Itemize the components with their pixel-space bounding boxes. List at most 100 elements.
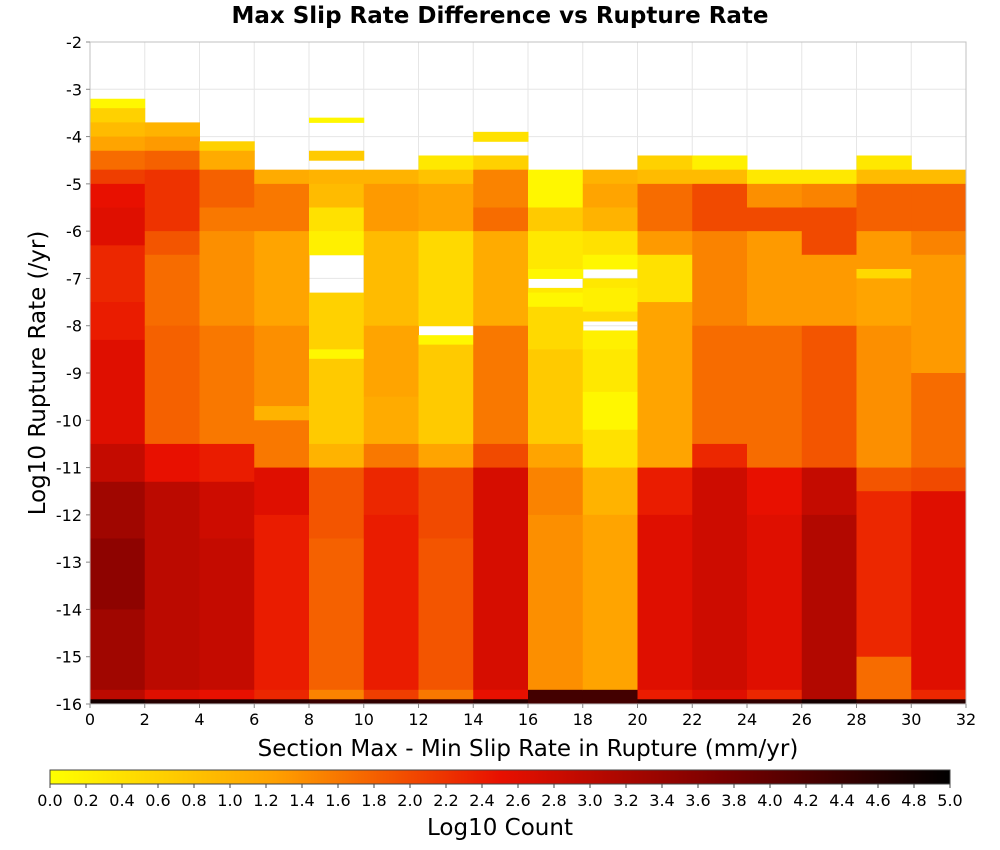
heatmap-cell <box>528 306 584 350</box>
heatmap-cell <box>528 467 584 516</box>
heatmap-cell <box>199 699 255 705</box>
heatmap-cell <box>692 325 748 445</box>
heatmap-cell <box>363 467 419 516</box>
colorbar-tick-label: 5.0 <box>937 791 962 810</box>
heatmap-cell <box>582 287 638 313</box>
y-tick-label: -4 <box>66 128 82 147</box>
heatmap-cell <box>637 302 693 469</box>
colorbar-tick-label: 2.8 <box>541 791 566 810</box>
heatmap-cell <box>582 467 638 516</box>
heatmap-cell <box>582 689 638 705</box>
y-tick-label: -5 <box>66 175 82 194</box>
heatmap-cell <box>144 136 200 152</box>
y-tick-label: -14 <box>56 600 82 619</box>
heatmap-cell <box>801 699 857 705</box>
heatmap-cell <box>528 349 584 445</box>
heatmap-cell <box>363 699 419 705</box>
heatmap-cell <box>692 231 748 327</box>
colorbar-tick-label: 2.6 <box>505 791 530 810</box>
heatmap-cell <box>418 467 474 539</box>
heatmap-cell <box>692 169 748 185</box>
heatmap-cell <box>144 689 200 700</box>
heatmap-cell <box>90 538 146 610</box>
heatmap-cell <box>199 481 255 539</box>
y-tick-label: -2 <box>66 33 82 52</box>
x-tick-label: 16 <box>518 710 538 729</box>
heatmap-cell <box>692 699 748 705</box>
heatmap-cell <box>637 254 693 303</box>
y-tick-label: -7 <box>66 269 82 288</box>
heatmap-cell <box>90 609 146 691</box>
heatmap-cell <box>911 231 967 256</box>
y-tick-label: -3 <box>66 80 82 99</box>
x-tick-label: 12 <box>408 710 428 729</box>
heatmap-cell <box>747 183 803 208</box>
heatmap-cell <box>473 231 529 327</box>
heatmap-cell <box>90 136 146 152</box>
heatmap-cell <box>637 169 693 185</box>
colorbar <box>49 769 951 785</box>
x-tick-label: 14 <box>463 710 483 729</box>
heatmap-cell <box>582 254 638 270</box>
heatmap-cell <box>90 481 146 539</box>
heatmap-cell <box>637 514 693 691</box>
heatmap-cell <box>309 169 365 185</box>
x-tick-label: 8 <box>304 710 314 729</box>
heatmap-cell <box>144 150 200 171</box>
heatmap-cell <box>856 268 912 279</box>
x-tick-label: 6 <box>249 710 259 729</box>
heatmap-cell <box>692 183 748 232</box>
heatmap-cell <box>473 689 529 700</box>
heatmap-cell <box>637 467 693 516</box>
y-tick-label: -10 <box>56 411 82 430</box>
heatmap-cell <box>418 538 474 691</box>
heatmap-cell <box>856 491 912 658</box>
heatmap-cell <box>692 689 748 700</box>
colorbar-tick-label: 3.0 <box>577 791 602 810</box>
heatmap-cell <box>254 231 310 327</box>
heatmap-cell <box>473 443 529 469</box>
heatmap-cell <box>856 278 912 327</box>
heatmap-cell <box>692 443 748 469</box>
heatmap-cell <box>528 292 584 308</box>
heatmap-cell <box>856 183 912 232</box>
heatmap-cell <box>90 689 146 700</box>
colorbar-tick-label: 3.6 <box>685 791 710 810</box>
colorbar-tick-label: 3.8 <box>721 791 746 810</box>
heatmap-cell <box>801 183 857 208</box>
heatmap-cell <box>363 514 419 691</box>
heatmap-cell <box>911 373 967 469</box>
y-tick-label: -12 <box>56 506 82 525</box>
heatmap-cell <box>199 443 255 483</box>
heatmap-cell <box>528 169 584 208</box>
heatmap-cell <box>90 339 146 445</box>
heatmap-cell <box>309 538 365 691</box>
heatmap-cell <box>856 656 912 700</box>
heatmap-cell <box>473 169 529 208</box>
heatmap-cell <box>747 699 803 705</box>
heatmap-cell <box>254 514 310 691</box>
colorbar-tick-label: 3.2 <box>613 791 638 810</box>
heatmap-cell <box>418 183 474 232</box>
heatmap-cell <box>254 420 310 469</box>
heatmap-cell <box>254 689 310 700</box>
heatmap-cell <box>363 325 419 398</box>
heatmap-cell <box>582 514 638 691</box>
heatmap-cell <box>144 443 200 483</box>
colorbar-tick-label: 4.8 <box>901 791 926 810</box>
heatmap-cell <box>582 330 638 350</box>
heatmap-cell <box>90 150 146 171</box>
colorbar-tick-label: 2.4 <box>469 791 494 810</box>
heatmap-cell <box>254 183 310 232</box>
chart-title: Max Slip Rate Difference vs Rupture Rate <box>231 3 768 29</box>
x-tick-label: 28 <box>846 710 866 729</box>
heatmap-cell <box>528 514 584 691</box>
heatmap-cell <box>309 443 365 469</box>
heatmap-cell <box>199 231 255 327</box>
colorbar-tick-label: 0.0 <box>37 791 62 810</box>
heatmap-cell <box>144 538 200 691</box>
x-axis-ticks: 0 2 4 6 8 10 12 14 16 18 20 22 24 26 28 30 32 <box>85 704 976 729</box>
y-axis-ticks: -2 -3 -4 -5 -6 -7 -8 -9 -10 -11 -12 -13 -14 -15 -16 <box>56 33 90 714</box>
heatmap-cell <box>90 98 146 109</box>
heatmap-cell <box>801 254 857 327</box>
